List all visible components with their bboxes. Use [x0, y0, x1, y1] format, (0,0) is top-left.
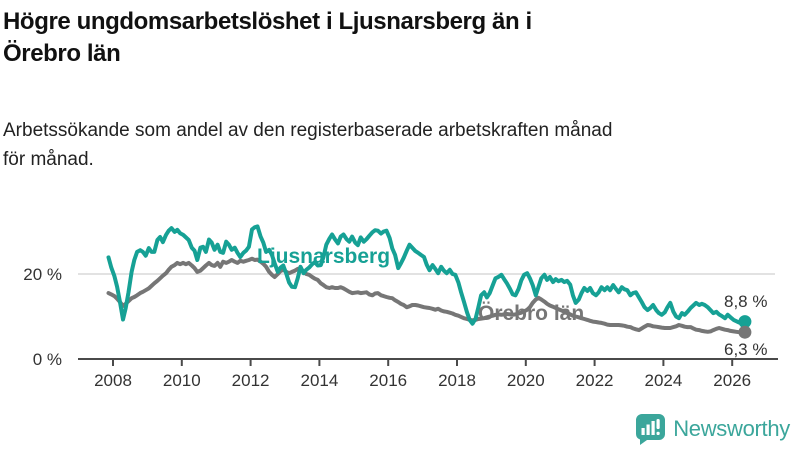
title-line-1: Högre ungdomsarbetslöshet i Ljusnarsberg… [3, 8, 532, 35]
x-tick-label: 2026 [713, 371, 751, 390]
series-label-ljusnarsberg: Ljusnarsberg [257, 245, 390, 268]
logo-bars [641, 419, 660, 435]
x-tick-label: 2020 [507, 371, 545, 390]
y-tick-label-0: 0 % [33, 350, 62, 369]
newsworthy-wordmark: Newsworthy [673, 416, 790, 441]
newsworthy-logo-icon [636, 414, 666, 445]
subtitle-line-2: för månad. [3, 149, 94, 170]
x-tick-label: 2022 [576, 371, 614, 390]
subtitle-line-1: Arbetssökande som andel av den registerb… [3, 120, 613, 141]
speech-bubble-shape [636, 414, 666, 445]
x-tick-label: 2012 [232, 371, 270, 390]
end-value-label-ljusnarsberg: 8,8 % [724, 292, 767, 311]
page-title: Högre ungdomsarbetslöshet i Ljusnarsberg… [3, 6, 783, 70]
chart-subtitle: Arbetssökande som andel av den registerb… [3, 116, 793, 174]
series-line-orebro-lan [106, 256, 747, 335]
end-dot-ljusnarsberg [738, 315, 752, 329]
newsworthy-logo[interactable]: Newsworthy [635, 412, 790, 446]
line-chart: 2008 2010 2012 2014 2016 2018 2020 2022 2024 2026… [23, 224, 778, 390]
x-tick-label: 2018 [438, 371, 476, 390]
series-line-ljusnarsberg [106, 224, 747, 326]
title-line-2: Örebro län [3, 40, 121, 67]
x-axis-ticks: 2008 2010 2012 2014 2016 2018 2020 2022 2024 2026 [94, 359, 751, 390]
x-tick-label: 2014 [300, 371, 338, 390]
end-value-label-orebro-lan: 6,3 % [724, 340, 767, 359]
end-dot-orebro-lan [738, 325, 752, 339]
x-tick-label: 2010 [163, 371, 201, 390]
x-tick-label: 2024 [644, 371, 682, 390]
series-label-orebro-lan: Örebro län [478, 302, 584, 325]
x-tick-label: 2016 [369, 371, 407, 390]
x-tick-label: 2008 [94, 371, 132, 390]
y-tick-label-20: 20 % [23, 265, 62, 284]
